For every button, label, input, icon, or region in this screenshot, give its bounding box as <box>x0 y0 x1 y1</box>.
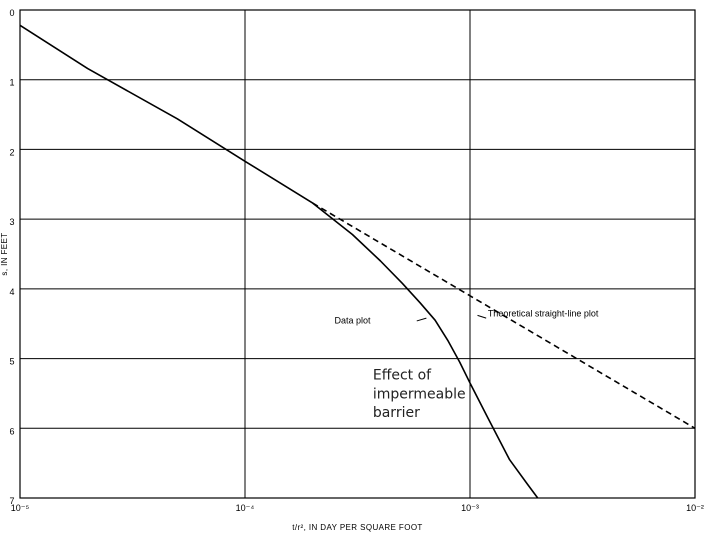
y-tick-label: 0 <box>9 8 14 18</box>
barrier-annotation: barrier <box>373 405 420 421</box>
data-plot-leader <box>416 317 427 322</box>
theoretical-line <box>312 202 696 429</box>
data-plot-line <box>19 24 539 499</box>
x-tick-label: 10⁻⁵ <box>11 503 30 513</box>
y-tick-label: 6 <box>9 426 14 436</box>
plot-frame <box>19 9 696 499</box>
x-tick-labels: 10⁻⁵ 10⁻⁴ 10⁻³ 10⁻² <box>11 503 704 513</box>
annotations: Data plot Theoretical straight-line plot E… <box>335 309 599 421</box>
y-tick-labels: 0 1 2 3 4 5 6 7 <box>9 8 14 506</box>
y-tick-label: 7 <box>9 496 14 506</box>
plot-border <box>19 9 696 499</box>
y-axis-label: s, IN FEET <box>0 232 9 275</box>
grid-lines <box>19 9 696 499</box>
y-tick-label: 5 <box>9 357 14 367</box>
x-tick-label: 10⁻² <box>686 503 704 513</box>
barrier-annotation: impermeable <box>373 386 466 402</box>
series-annotation: Theoretical straight-line plot <box>488 309 599 319</box>
theory-leader <box>477 314 487 319</box>
x-tick-label: 10⁻³ <box>461 503 479 513</box>
series-layer <box>19 24 696 499</box>
y-tick-label: 3 <box>9 217 14 227</box>
x-axis-label: t/r², IN DAY PER SQUARE FOOT <box>292 523 422 532</box>
series-annotation: Data plot <box>335 316 372 326</box>
y-tick-label: 2 <box>9 147 14 157</box>
y-tick-label: 4 <box>9 287 14 297</box>
barrier-annotation: Effect of <box>373 367 432 383</box>
y-tick-label: 1 <box>9 78 14 88</box>
x-tick-label: 10⁻⁴ <box>236 503 255 513</box>
